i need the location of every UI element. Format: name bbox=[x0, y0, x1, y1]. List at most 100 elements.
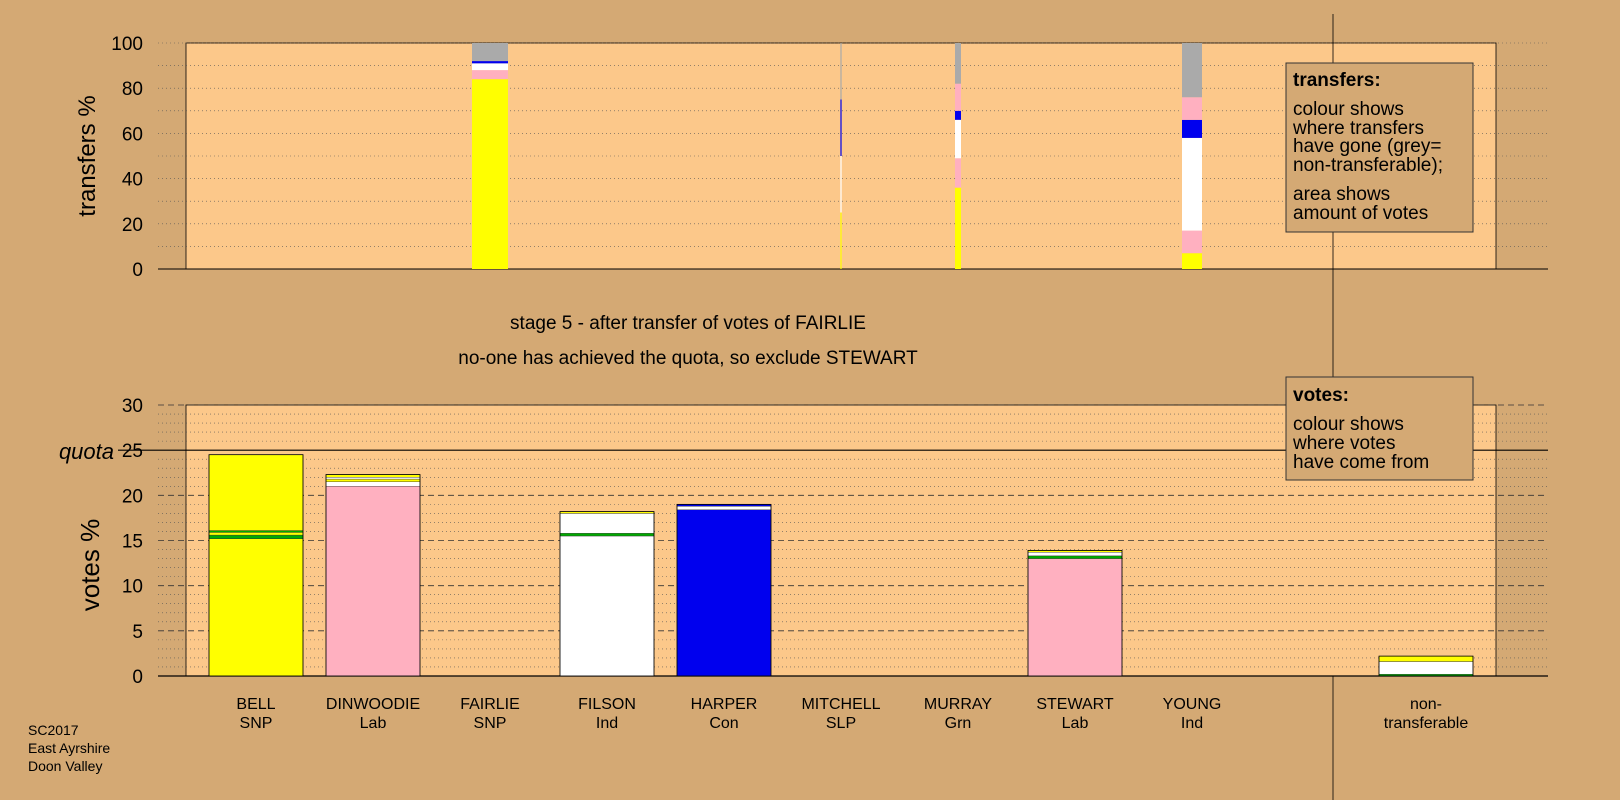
vote-segment bbox=[559, 533, 655, 537]
vote-segment bbox=[1378, 655, 1474, 662]
vote-segment bbox=[208, 532, 304, 536]
votes-legend-line: where votes bbox=[1292, 433, 1395, 454]
transfers-legend-line: area shows bbox=[1293, 184, 1390, 205]
y-tick-label: 0 bbox=[132, 260, 143, 281]
vote-bar-bell bbox=[208, 454, 304, 677]
transfer-segment bbox=[1182, 230, 1202, 254]
votes-legend-title: votes: bbox=[1293, 385, 1349, 406]
votes-legend: votes: colour shows where votes have com… bbox=[1285, 376, 1474, 481]
y-tick-label: 100 bbox=[111, 34, 143, 55]
vote-bar-harper bbox=[676, 503, 772, 677]
y-tick-label: 5 bbox=[132, 622, 143, 643]
votes-legend-line: have come from bbox=[1293, 452, 1429, 473]
vote-bar-outline bbox=[325, 474, 421, 677]
vote-bar-outline bbox=[559, 511, 655, 677]
candidate-labels: BELL SNP DINWOODIE Lab FAIRLIE SNP FILSON Ind HA… bbox=[236, 696, 1468, 732]
candidate-name: DINWOODIE bbox=[326, 696, 420, 713]
transfer-segment bbox=[472, 43, 508, 62]
transfer-segment bbox=[840, 43, 842, 100]
candidate-party: Grn bbox=[945, 715, 972, 732]
transfer-segment bbox=[840, 156, 842, 213]
vote-segment bbox=[208, 538, 304, 677]
transfers-y-axis: 0 20 40 60 80 100 bbox=[111, 34, 143, 281]
transfer-segment bbox=[840, 99, 842, 156]
transfer-segment bbox=[472, 70, 508, 80]
votes-legend-line: colour shows bbox=[1293, 414, 1404, 435]
candidate-party: Ind bbox=[596, 715, 618, 732]
y-tick-label: 80 bbox=[122, 79, 143, 100]
vote-segment bbox=[208, 454, 304, 531]
y-tick-label: 30 bbox=[122, 396, 143, 417]
vote-segment bbox=[1027, 552, 1123, 557]
y-tick-label: 25 bbox=[122, 441, 143, 462]
transfers-legend-title: transfers: bbox=[1293, 70, 1381, 91]
y-tick-label: 20 bbox=[122, 215, 143, 236]
vote-bar-stewart bbox=[1027, 550, 1123, 677]
transfers-legend-line: where transfers bbox=[1292, 118, 1424, 139]
vote-segment bbox=[325, 478, 421, 482]
vote-bar-filson bbox=[559, 511, 655, 677]
vote-bar-outline bbox=[676, 503, 772, 677]
candidate-name: YOUNG bbox=[1163, 696, 1222, 713]
transfers-legend-line: amount of votes bbox=[1293, 203, 1428, 224]
vote-segment bbox=[325, 486, 421, 677]
election-code: SC2017 bbox=[28, 722, 79, 738]
transfer-segment bbox=[472, 63, 508, 71]
transfer-segment bbox=[1182, 137, 1202, 231]
vote-segment bbox=[325, 481, 421, 487]
vote-segment bbox=[1027, 555, 1123, 559]
y-tick-label: 60 bbox=[122, 124, 143, 145]
vote-segment bbox=[559, 535, 655, 677]
votes-bars bbox=[208, 454, 1474, 677]
candidate-name: non- bbox=[1410, 696, 1442, 713]
candidate-party: Ind bbox=[1181, 715, 1203, 732]
vote-segment bbox=[325, 474, 421, 478]
candidate-name: STEWART bbox=[1036, 696, 1114, 713]
votes-y-label: votes % bbox=[75, 519, 105, 612]
y-tick-label: 0 bbox=[132, 667, 143, 688]
transfers-bars bbox=[472, 43, 1202, 269]
candidate-name: MURRAY bbox=[924, 696, 992, 713]
transfers-legend-line: have gone (grey= bbox=[1293, 136, 1441, 157]
transfer-segment bbox=[1182, 97, 1202, 120]
vote-segment bbox=[325, 477, 421, 480]
vote-segment bbox=[559, 513, 655, 534]
transfer-segment bbox=[1182, 43, 1202, 98]
candidate-party: Lab bbox=[360, 715, 387, 732]
transfers-legend-line: colour shows bbox=[1293, 99, 1404, 120]
y-tick-label: 10 bbox=[122, 577, 143, 598]
candidate-name: BELL bbox=[236, 696, 275, 713]
candidate-name: FILSON bbox=[578, 696, 636, 713]
transfers-legend-line: non-transferable); bbox=[1293, 155, 1443, 176]
stage-heading: stage 5 - after transfer of votes of FAI… bbox=[510, 313, 866, 334]
vote-bar-non--transferable bbox=[1378, 655, 1474, 677]
transfer-segment bbox=[472, 61, 508, 64]
y-tick-label: 40 bbox=[122, 170, 143, 191]
y-tick-label: 15 bbox=[122, 532, 143, 553]
candidate-name: HARPER bbox=[691, 696, 758, 713]
vote-bar-outline bbox=[208, 454, 304, 677]
votes-y-axis: 0 5 10 15 20 25 30 bbox=[122, 396, 143, 688]
vote-bar-outline bbox=[1027, 550, 1123, 677]
exclusion-note: no-one has achieved the quota, so exclud… bbox=[458, 348, 918, 369]
vote-bar-dinwoodie bbox=[325, 474, 421, 677]
candidate-party: Lab bbox=[1062, 715, 1089, 732]
candidate-party: SNP bbox=[474, 715, 507, 732]
transfers-y-label: transfers % bbox=[74, 95, 101, 216]
transfer-segment bbox=[1182, 119, 1202, 138]
vote-segment bbox=[208, 530, 304, 533]
candidate-party: SNP bbox=[240, 715, 273, 732]
council-name: East Ayrshire bbox=[28, 740, 110, 756]
quota-label: quota bbox=[59, 439, 114, 464]
y-tick-label: 20 bbox=[122, 486, 143, 507]
transfer-segment bbox=[955, 83, 961, 111]
candidate-party: SLP bbox=[826, 715, 856, 732]
transfer-segment bbox=[955, 158, 961, 188]
transfer-segment bbox=[955, 187, 961, 269]
vote-segment bbox=[208, 534, 304, 539]
transfers-gridlines bbox=[158, 42, 1548, 270]
transfer-segment bbox=[472, 79, 508, 269]
candidate-name: MITCHELL bbox=[801, 696, 880, 713]
transfer-segment bbox=[955, 119, 961, 159]
